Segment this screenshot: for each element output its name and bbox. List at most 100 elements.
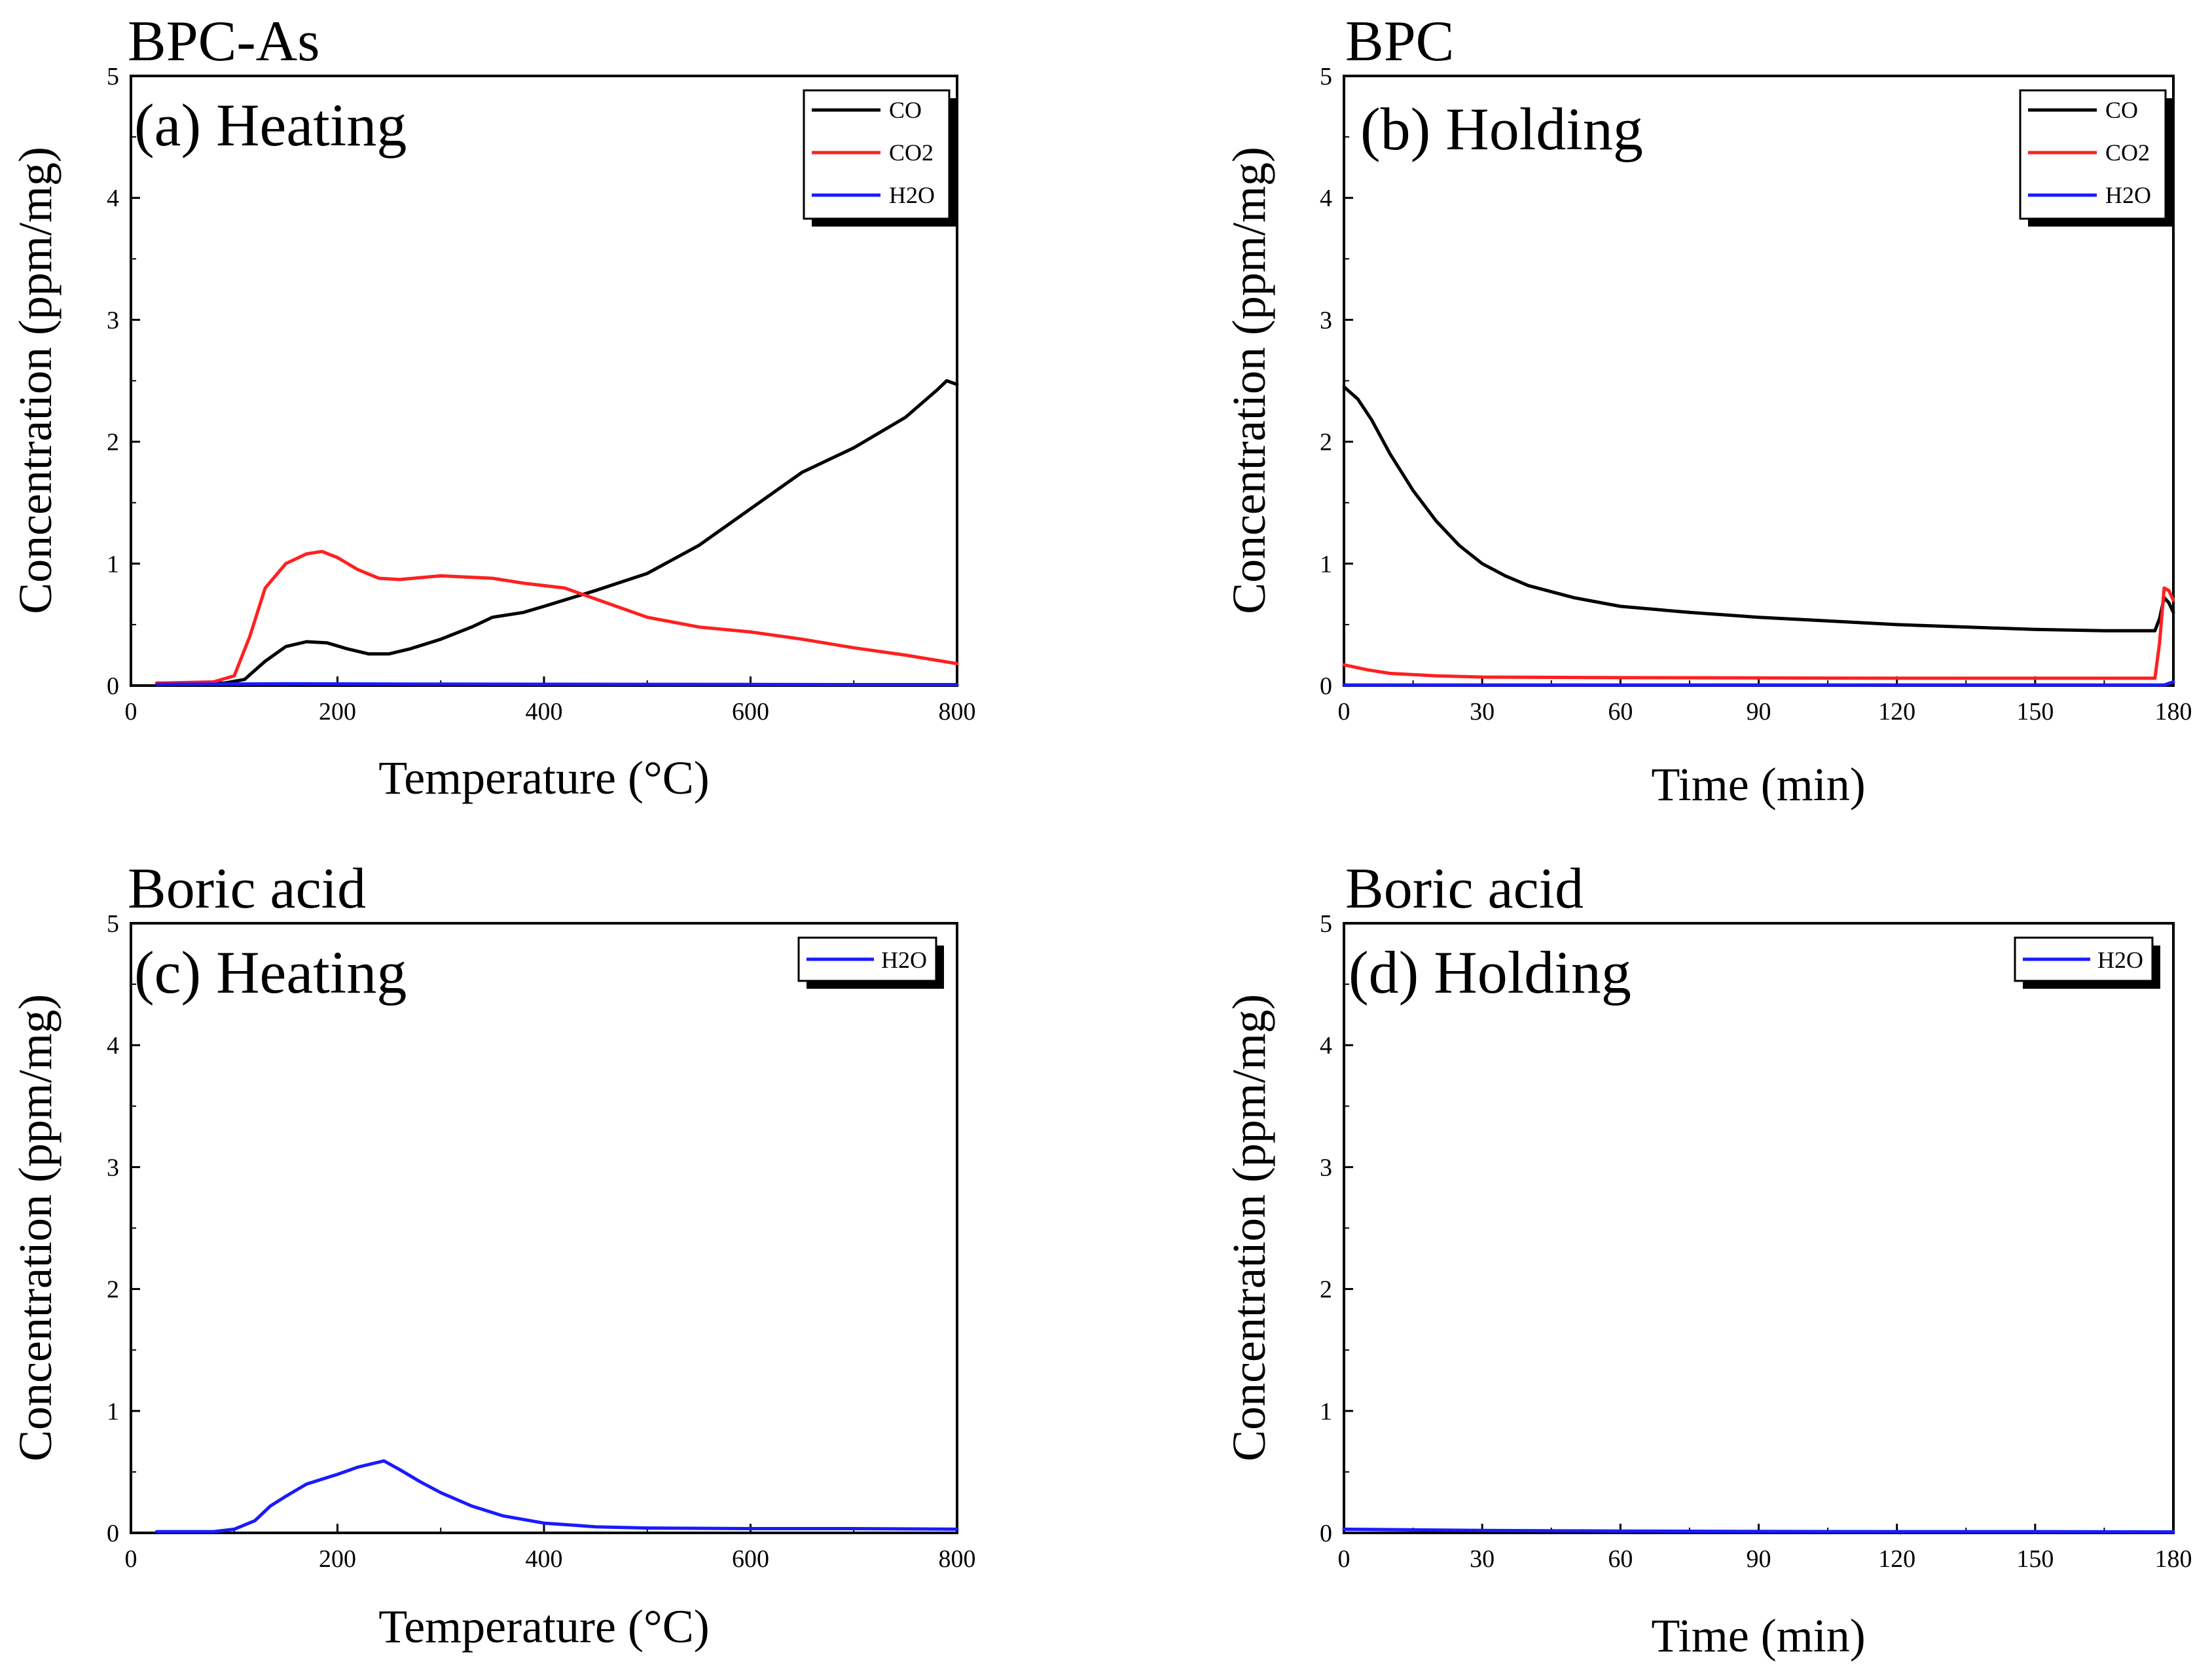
y-tick-label: 4 (1320, 1032, 1332, 1059)
y-tick-label: 1 (1320, 1398, 1332, 1425)
x-tick-label: 0 (1338, 698, 1351, 726)
panel-b-series (1342, 385, 2175, 687)
panel-d-ticks: 0 1 2 3 4 5 0 30 60 90 120 150 180 (1320, 910, 2192, 1573)
panel-a-ticks: 0 1 2 3 4 5 0 200 400 600 800 (107, 63, 976, 726)
panel-c-xlabel: Temperature (°C) (378, 1600, 710, 1653)
legend-label-h2o: H2O (2097, 947, 2143, 973)
y-tick-label: 4 (1320, 185, 1332, 212)
x-tick-label: 90 (1747, 698, 1771, 726)
y-tick-label: 2 (107, 1276, 119, 1304)
y-tick-label: 2 (1320, 1276, 1332, 1304)
panel-a-xlabel: Temperature (°C) (378, 752, 710, 804)
y-tick-label: 1 (1320, 551, 1332, 578)
series-line-h2o (1342, 680, 2175, 687)
panel-d-subtitle: (d) Holding (1349, 939, 1631, 1006)
x-tick-label: 800 (939, 1545, 976, 1573)
y-tick-label: 3 (107, 306, 119, 334)
series-line-co2 (1342, 586, 2175, 680)
y-tick-label: 3 (1320, 306, 1332, 334)
y-tick-label: 4 (107, 185, 119, 212)
y-tick-label: 2 (107, 429, 119, 456)
panel-a-legend: CO CO2 H2O (803, 89, 957, 227)
y-tick-label: 1 (107, 1398, 119, 1425)
series-line-co (1342, 385, 2175, 633)
legend-box (2019, 89, 2167, 220)
panel-a-subtitle: (a) Heating (134, 92, 407, 158)
x-tick-label: 400 (526, 1545, 563, 1573)
panel-b-xlabel: Time (min) (1651, 758, 1865, 811)
panel-a-series (154, 379, 959, 686)
panel-d-title: Boric acid (1345, 857, 1584, 921)
panel-b-title: BPC (1345, 10, 1454, 73)
panel-d-frame (1343, 922, 2175, 1534)
panel-b-ylabel: Concentration (ppm/mg) (1223, 147, 1275, 614)
panel-d: Boric acid (d) Holding 0 1 2 3 4 5 0 30 60 90 120 1… (1223, 857, 2192, 1662)
x-tick-label: 90 (1747, 1545, 1771, 1573)
panel-c-ylabel: Concentration (ppm/mg) (9, 994, 62, 1462)
panel-c-ticks: 0 1 2 3 4 5 0 200 400 600 800 (107, 910, 976, 1573)
y-tick-label: 0 (107, 1520, 119, 1547)
panel-c-title: Boric acid (128, 857, 366, 921)
x-tick-label: 60 (1608, 1545, 1633, 1573)
panel-b-legend: CO CO2 H2O (2019, 89, 2173, 227)
legend-label-h2o: H2O (889, 182, 935, 208)
x-tick-label: 800 (939, 698, 976, 726)
y-tick-label: 5 (1320, 910, 1332, 938)
legend-label-co: CO (2105, 97, 2138, 123)
y-tick-label: 2 (1320, 429, 1332, 456)
panel-d-xlabel: Time (min) (1651, 1609, 1865, 1662)
x-tick-label: 0 (1338, 1545, 1351, 1573)
x-tick-label: 0 (125, 698, 137, 726)
panel-b: BPC (b) Holding 0 1 2 3 4 5 0 30 60 90 120 150 180 C… (1223, 10, 2192, 811)
legend-label-co2: CO2 (2105, 139, 2150, 166)
legend-label-co: CO (889, 97, 922, 123)
panel-d-series (1342, 1527, 2175, 1534)
series-line-h2o (154, 1459, 959, 1534)
y-tick-label: 3 (1320, 1154, 1332, 1181)
x-tick-label: 30 (1470, 1545, 1495, 1573)
series-line-co2 (154, 549, 959, 685)
y-tick-label: 3 (107, 1154, 119, 1181)
panel-c-frame (130, 922, 958, 1534)
y-tick-label: 0 (107, 672, 119, 700)
x-tick-label: 150 (2016, 698, 2054, 726)
y-tick-label: 4 (107, 1032, 119, 1059)
y-tick-label: 5 (107, 910, 119, 938)
panel-c: Boric acid (c) Heating 0 1 2 3 4 5 0 200 400 600 8… (9, 857, 976, 1653)
x-tick-label: 400 (526, 698, 563, 726)
legend-label-co2: CO2 (889, 139, 934, 166)
panel-d-ylabel: Concentration (ppm/mg) (1223, 994, 1275, 1462)
legend-box (803, 89, 951, 220)
x-tick-label: 0 (125, 1545, 137, 1573)
x-tick-label: 180 (2155, 698, 2192, 726)
panel-c-series (154, 1459, 959, 1534)
x-tick-label: 150 (2016, 1545, 2054, 1573)
x-tick-label: 600 (732, 1545, 769, 1573)
x-tick-label: 60 (1608, 698, 1633, 726)
y-tick-label: 5 (1320, 63, 1332, 90)
series-line-h2o (1342, 1527, 2175, 1534)
panel-a-ylabel: Concentration (ppm/mg) (9, 147, 62, 614)
y-tick-label: 1 (107, 551, 119, 578)
x-tick-label: 200 (319, 698, 356, 726)
panel-c-legend: H2O (797, 936, 944, 989)
x-tick-label: 180 (2155, 1545, 2192, 1573)
panel-c-subtitle: (c) Heating (134, 939, 407, 1006)
y-tick-label: 5 (107, 63, 119, 90)
x-tick-label: 120 (1878, 1545, 1915, 1573)
y-tick-label: 0 (1320, 672, 1332, 700)
panel-a: BPC-As (a) Heating 0 1 2 3 4 5 0 200 400 600 800 C… (9, 10, 976, 804)
legend-label-h2o: H2O (2105, 182, 2151, 208)
panel-a-title: BPC-As (128, 10, 319, 73)
series-line-co (154, 379, 959, 685)
panel-b-subtitle: (b) Holding (1360, 96, 1643, 162)
x-tick-label: 600 (732, 698, 769, 726)
y-tick-label: 0 (1320, 1520, 1332, 1547)
x-tick-label: 200 (319, 1545, 356, 1573)
panel-b-ticks: 0 1 2 3 4 5 0 30 60 90 120 150 180 (1320, 63, 2192, 726)
x-tick-label: 30 (1470, 698, 1495, 726)
x-tick-label: 120 (1878, 698, 1915, 726)
legend-label-h2o: H2O (881, 947, 927, 973)
panel-d-legend: H2O (2014, 936, 2160, 989)
